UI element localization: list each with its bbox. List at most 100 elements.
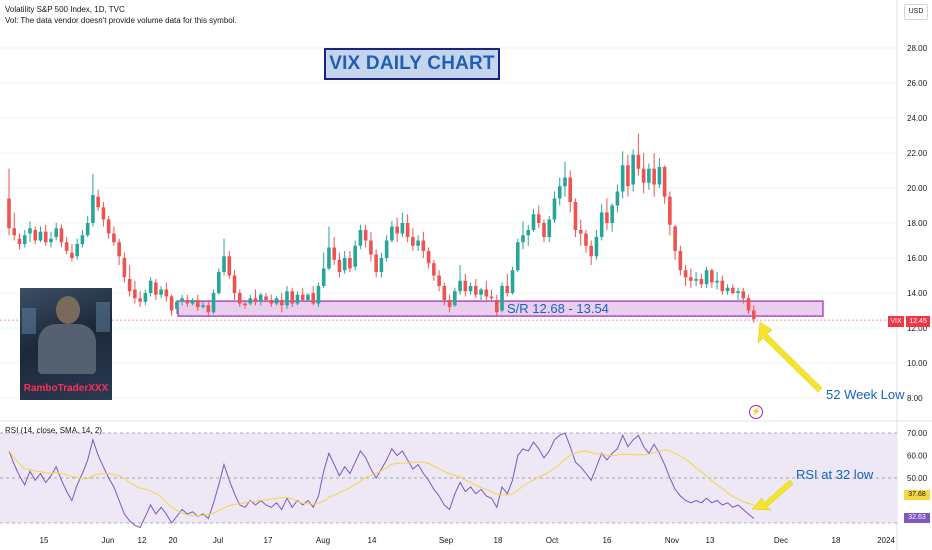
- candle-body: [285, 291, 289, 306]
- candles[interactable]: [7, 133, 756, 323]
- candle-body: [332, 247, 336, 260]
- candle-body: [631, 154, 635, 185]
- candle-body: [594, 237, 599, 257]
- candle-body: [563, 177, 567, 187]
- candle-body: [411, 237, 415, 246]
- candle-body: [237, 293, 242, 304]
- avatar-screen-left: [22, 308, 36, 334]
- candle-body: [253, 298, 258, 302]
- rsi-lines: [8, 432, 755, 529]
- candle-body: [327, 247, 331, 269]
- candle-body: [248, 298, 253, 304]
- candle-body: [662, 167, 667, 197]
- candle-body: [201, 305, 205, 307]
- candle-body: [683, 270, 688, 278]
- candle-body: [185, 300, 190, 304]
- candle-body: [599, 212, 604, 237]
- candle-body: [232, 275, 237, 293]
- rsi-tick-label: 60.00: [907, 452, 928, 461]
- price-axis[interactable]: 28.00 26.00 24.00 22.00 20.00 18.00 16.00 14.00…: [907, 44, 928, 483]
- date-axis[interactable]: 15 Jun 12 20 Jul 17 Aug 14 Sep 18 Oct 16 Nov 13 Dec 18 2…: [40, 536, 896, 545]
- candle-body: [505, 286, 510, 293]
- price-tick-label: 8.00: [907, 394, 923, 403]
- candle-body: [699, 279, 704, 285]
- candle-body: [106, 219, 111, 234]
- candle-body: [751, 310, 756, 320]
- date-tick-label: Jun: [102, 536, 115, 545]
- candle-body: [463, 280, 468, 292]
- candle-body: [584, 233, 588, 246]
- candle-body: [479, 289, 483, 295]
- candle-body: [274, 298, 279, 304]
- volume-note: Vol: The data vendor doesn't provide vol…: [5, 16, 237, 25]
- date-tick-label: Dec: [774, 536, 788, 545]
- candle-body: [720, 280, 725, 292]
- date-tick-label: Nov: [665, 536, 679, 545]
- candle-body: [510, 270, 515, 293]
- date-tick-label: 18: [832, 536, 841, 545]
- candle-body: [500, 286, 504, 311]
- low-label: 52 Week Low: [826, 387, 905, 402]
- candle-body: [279, 300, 284, 306]
- avatar-name: RamboTraderXXX: [23, 383, 109, 394]
- date-tick-label: 16: [603, 536, 612, 545]
- candle-body: [731, 287, 735, 293]
- candle-body: [652, 168, 656, 185]
- candle-body: [43, 231, 48, 243]
- price-tick-label: 18.00: [907, 219, 928, 228]
- candle-body: [442, 286, 447, 300]
- candle-body: [542, 223, 546, 237]
- candle-body: [122, 258, 127, 278]
- candle-body: [348, 258, 352, 269]
- candle-body: [49, 238, 53, 243]
- candle-body: [573, 202, 578, 230]
- candle-body: [474, 286, 478, 295]
- candle-body: [138, 298, 142, 302]
- candle-body: [531, 214, 536, 230]
- candle-body: [369, 240, 373, 255]
- candle-body: [515, 242, 520, 271]
- candle-body: [222, 256, 226, 272]
- rsi-ma-value-badge: 37.68: [904, 490, 930, 500]
- candle-body: [390, 226, 394, 241]
- candle-body: [154, 282, 158, 295]
- last-price-badge: 12.45: [906, 316, 930, 327]
- price-tick-label: 14.00: [907, 289, 928, 298]
- price-tick-label: 16.00: [907, 254, 928, 263]
- candle-body: [190, 300, 195, 304]
- candle-body: [416, 240, 420, 246]
- chart-title-box: VIX DAILY CHART: [324, 48, 500, 80]
- candle-body: [358, 230, 363, 246]
- candle-body: [80, 235, 85, 244]
- candle-body: [725, 287, 730, 292]
- sr-label: S/R 12.68 - 13.54: [507, 301, 609, 316]
- candle-body: [715, 280, 719, 283]
- candle-body: [175, 301, 179, 309]
- candle-body: [704, 270, 709, 285]
- annotations: [751, 321, 823, 511]
- candle-body: [290, 291, 295, 304]
- candle-body: [741, 291, 746, 299]
- rsi-indicator-label[interactable]: RSI (14, close, SMA, 14, 2): [5, 426, 102, 435]
- candle-body: [710, 270, 714, 283]
- candle-body: [379, 258, 384, 272]
- rsi-ma-line: [8, 449, 754, 517]
- rsi-tick-label: 70.00: [907, 429, 928, 438]
- candle-body: [295, 294, 300, 304]
- price-tick-label: 26.00: [907, 79, 928, 88]
- date-tick-label: 17: [264, 536, 273, 545]
- candle-body: [117, 242, 121, 257]
- date-tick-label: 18: [494, 536, 503, 545]
- symbol-title[interactable]: Volatility S&P 500 Index, 1D, TVC: [5, 5, 125, 14]
- candle-body: [620, 165, 625, 192]
- lightning-icon[interactable]: ⚡: [749, 405, 763, 419]
- candle-body: [22, 235, 27, 244]
- rsi-value-badge: 32.63: [904, 513, 930, 523]
- date-tick-label: 2024: [877, 536, 895, 545]
- candle-body: [626, 165, 630, 187]
- candle-body: [432, 263, 436, 276]
- candle-body: [374, 254, 378, 272]
- currency-button[interactable]: USD: [904, 4, 928, 20]
